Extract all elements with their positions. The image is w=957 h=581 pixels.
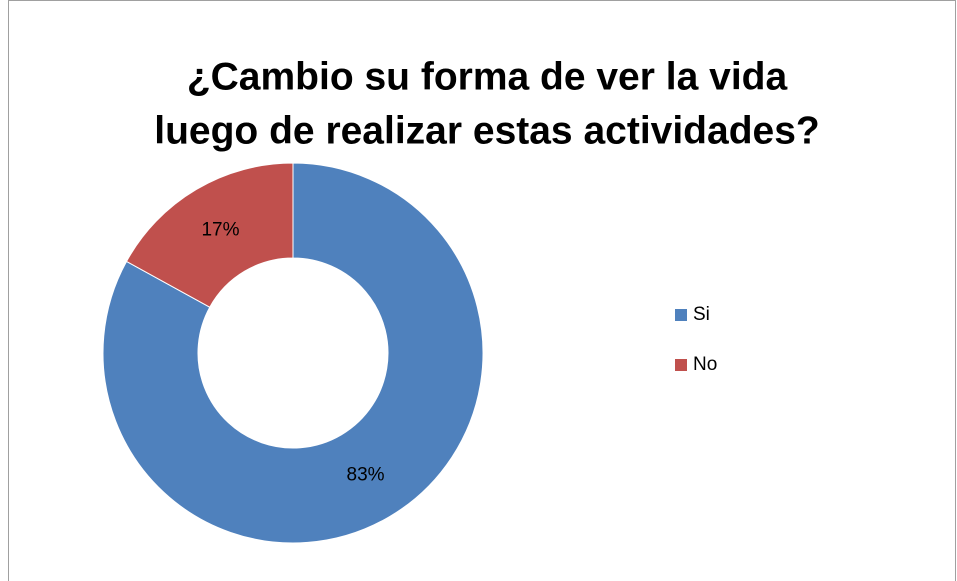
donut-slice <box>102 162 484 544</box>
legend-swatch <box>675 359 687 371</box>
data-label: 17% <box>201 219 239 240</box>
legend-swatch <box>675 309 687 321</box>
chart-title: ¿Cambio su forma de ver la vida <box>187 55 788 98</box>
chart-title: luego de realizar estas actividades? <box>154 109 819 152</box>
data-label: 83% <box>347 465 385 486</box>
donut-slice <box>125 162 294 308</box>
legend-label: No <box>693 354 717 375</box>
legend-label: Si <box>693 304 710 325</box>
